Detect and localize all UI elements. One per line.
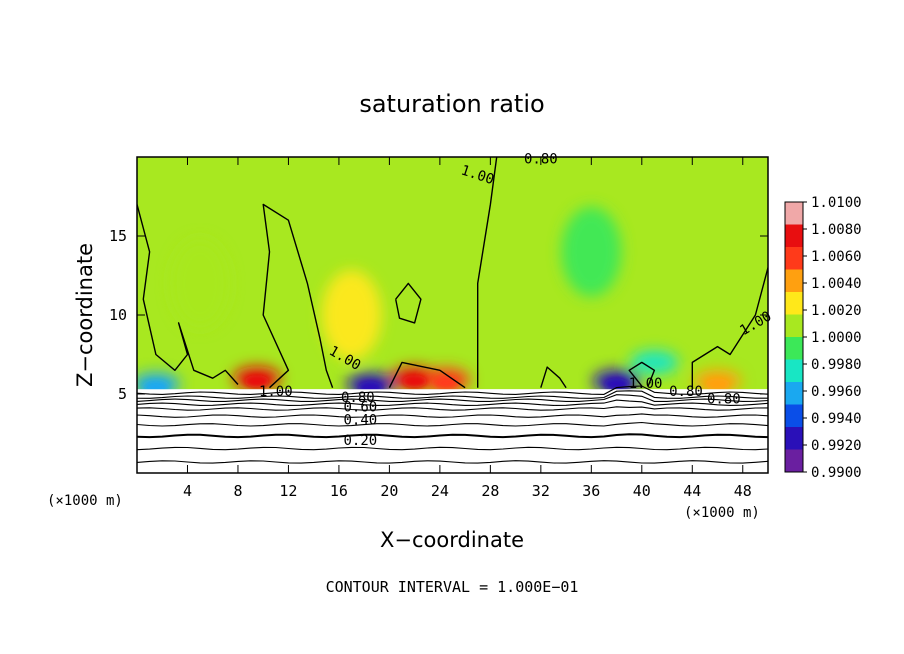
x-tick-label: 16 — [330, 482, 348, 500]
colorbar-label: 1.0100 — [811, 195, 862, 211]
colorbar-label: 0.9960 — [811, 384, 862, 400]
colorbar-swatch — [785, 382, 803, 405]
colorbar-swatch — [785, 247, 803, 270]
x-tick-label: 28 — [481, 482, 499, 500]
contour-line-1.00 — [262, 203, 334, 389]
warm-core — [402, 375, 427, 388]
colorbar-label: 0.9940 — [811, 411, 862, 427]
footer-contour-interval: CONTOUR INTERVAL = 1.000E−01 — [326, 578, 579, 596]
warm-core — [434, 376, 459, 389]
contour-line-1.00 — [395, 282, 422, 324]
x-tick-label: 48 — [734, 482, 752, 500]
contour-label: 0.80 — [341, 390, 375, 406]
colorbar-swatch — [785, 224, 803, 247]
cool-spot — [561, 206, 622, 297]
field-background — [137, 157, 768, 390]
x-tick-label: 40 — [633, 482, 651, 500]
x-unit-right: (×1000 m) — [684, 505, 760, 521]
contour-label: 1.00 — [259, 384, 293, 400]
y-axis-label: Z−coordinate — [73, 243, 97, 387]
contour-label: 1.00 — [629, 376, 663, 392]
contour-line — [137, 413, 768, 418]
colorbar-label: 0.9920 — [811, 438, 862, 454]
colorbar-swatch — [785, 314, 803, 337]
colorbar-label: 0.9980 — [811, 357, 862, 373]
x-tick-label: 8 — [233, 482, 242, 500]
y-tick-label: 15 — [109, 227, 127, 245]
y-tick-label: 10 — [109, 306, 127, 324]
contour-line — [137, 390, 768, 399]
colorbar-label: 0.9900 — [811, 465, 862, 481]
contour-line — [137, 394, 768, 402]
contour-label: 0.20 — [344, 433, 378, 449]
colorbar-label: 1.0040 — [811, 276, 862, 292]
contour-line-1.00 — [477, 157, 498, 388]
x-tick-label: 4 — [183, 482, 192, 500]
x-tick-label: 36 — [582, 482, 600, 500]
colorbar-swatch — [785, 427, 803, 450]
colorbar-swatch — [785, 202, 803, 225]
contour-line-1.00 — [691, 267, 768, 390]
contour-label: 0.80 — [669, 384, 703, 400]
contour-line — [137, 406, 768, 411]
contour-line-1.00 — [388, 361, 466, 389]
contour-label: 0.80 — [524, 152, 558, 168]
field-cores — [143, 375, 730, 394]
contour-label: 0.60 — [344, 400, 378, 416]
plot-area — [137, 157, 768, 473]
contour-lines — [137, 157, 768, 464]
warm-core — [705, 378, 730, 391]
contour-line-1.00 — [137, 204, 239, 385]
colorbar-label: 1.0080 — [811, 222, 862, 238]
colorbar-swatch — [785, 292, 803, 315]
contour-line — [137, 385, 768, 395]
y-tick-label: 5 — [118, 385, 127, 403]
colorbar-swatch — [785, 359, 803, 382]
colorbar-label: 1.0060 — [811, 249, 862, 265]
warm-spot — [170, 238, 231, 329]
colorbar-swatch — [785, 404, 803, 427]
chart-title: saturation ratio — [359, 90, 544, 118]
colorbar-swatch — [785, 449, 803, 472]
subsaturated-layer — [137, 389, 768, 473]
contour-line — [137, 460, 768, 464]
x-axis-label: X−coordinate — [380, 528, 524, 552]
colorbar-label: 1.0000 — [811, 330, 862, 346]
contour-line-1.00 — [628, 361, 656, 387]
contour-line — [137, 421, 768, 427]
contour-line — [137, 446, 768, 451]
contour-label: 0.80 — [707, 392, 741, 408]
colorbar-label: 1.0020 — [811, 303, 862, 319]
warm-spot — [321, 270, 382, 360]
contour-line — [137, 433, 768, 439]
x-unit-left: (×1000 m) — [47, 493, 123, 509]
colorbar: 1.0100 1.0080 1.0060 1.0040 1.0020 1.0000 0.99… — [784, 195, 862, 481]
colorbar-swatch — [785, 269, 803, 292]
x-tick-label: 32 — [532, 482, 550, 500]
cool-spot — [630, 350, 679, 375]
saturation-field — [137, 157, 768, 473]
cool-core — [604, 378, 629, 391]
colorbar-swatch — [785, 337, 803, 360]
contour-label: 0.40 — [344, 412, 378, 428]
x-tick-label: 12 — [279, 482, 297, 500]
contour-line — [137, 399, 768, 406]
x-tick-label: 20 — [380, 482, 398, 500]
warm-core — [244, 375, 269, 388]
x-tick-label: 24 — [431, 482, 449, 500]
contour-line-1.00 — [540, 366, 567, 389]
x-tick-label: 44 — [683, 482, 701, 500]
